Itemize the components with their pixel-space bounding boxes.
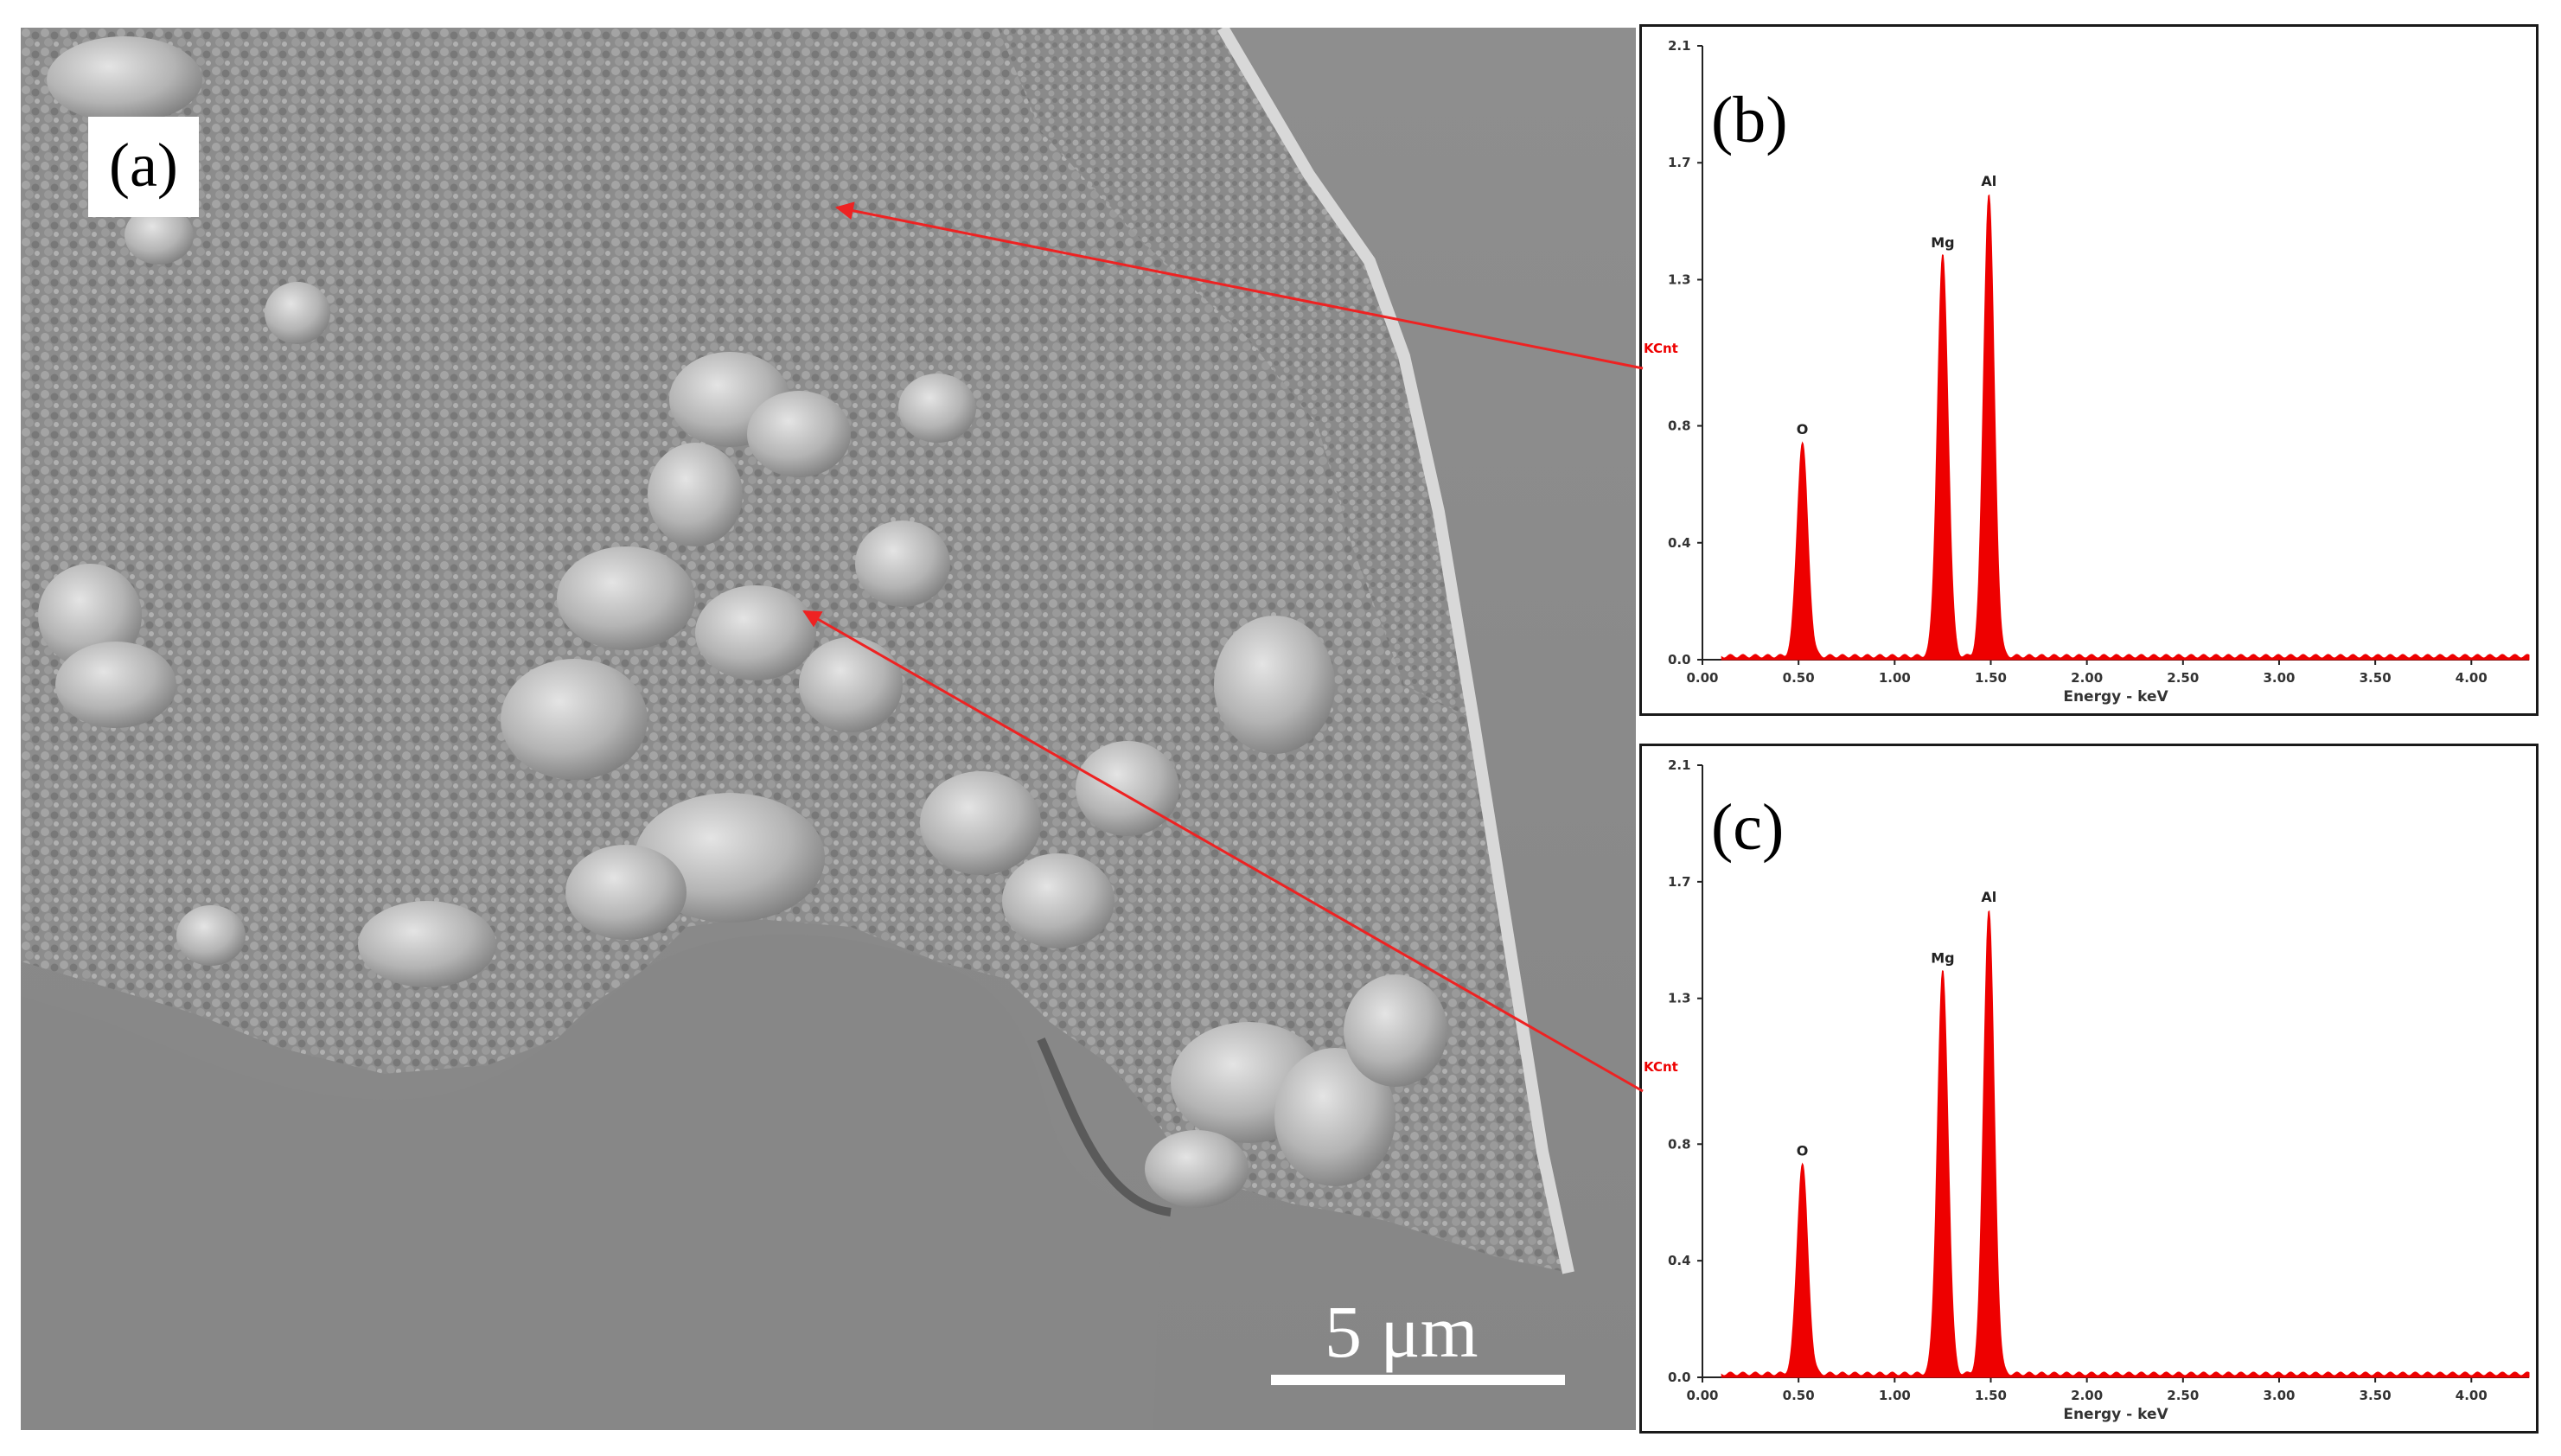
sem-image: [21, 28, 1636, 1430]
peak-label-mg: Mg: [1931, 234, 1954, 251]
y-tick-label: 2.1: [1668, 757, 1691, 773]
y-tick-label: 1.3: [1668, 991, 1691, 1006]
y-tick-label: 1.3: [1668, 271, 1691, 287]
panel-label-c: (c): [1711, 791, 1785, 864]
x-axis-label: Energy - keV: [2063, 688, 2168, 706]
y-axis-label: KCnt: [1644, 341, 1678, 356]
eds-spectrum-c: 0.0 0.4 0.8 1.3 1.7 2.1 0.00 0.50 1.00 1.50 2.00 2.…: [1639, 744, 2539, 1434]
x-tick-label: 1.00: [1879, 1388, 1911, 1403]
y-tick-label: 2.1: [1668, 38, 1691, 54]
eds-spectrum-b: 0.0 0.4 0.8 1.3 1.7 2.1 0.00 0.50 1.00 1.50 2.00 2.…: [1639, 24, 2539, 716]
x-tick-label: 4.00: [2456, 670, 2488, 686]
peak-label-al: Al: [1981, 889, 1996, 905]
x-tick-label: 2.00: [2071, 670, 2103, 686]
x-tick-label: 2.00: [2071, 1388, 2103, 1403]
plot-area: 0.0 0.4 0.8 1.3 1.7 2.1 0.00 0.50 1.00 1.50 2.00 2.…: [1644, 757, 2530, 1423]
sem-micrograph: (a) 5 μm: [21, 28, 1636, 1430]
y-tick-label: 0.8: [1668, 418, 1691, 434]
spectrum-chart-b: 0.0 0.4 0.8 1.3 1.7 2.1 0.00 0.50 1.00 1.50 2.00 2.…: [1644, 38, 2530, 706]
x-tick-label: 2.50: [2167, 670, 2199, 686]
x-tick-label: 4.00: [2456, 1388, 2488, 1403]
spectrum-chart-c: 0.0 0.4 0.8 1.3 1.7 2.1 0.00 0.50 1.00 1.50 2.00 2.…: [1644, 757, 2530, 1423]
y-axis-label: KCnt: [1644, 1059, 1678, 1075]
peak-label-al: Al: [1981, 173, 1996, 189]
x-axis-label: Energy - keV: [2063, 1406, 2168, 1423]
y-tick-label: 0.4: [1668, 535, 1691, 551]
peak-label-mg: Mg: [1931, 950, 1954, 967]
y-tick-label: 1.7: [1668, 874, 1691, 890]
x-tick-label: 1.50: [1975, 670, 2007, 686]
x-tick-label: 3.00: [2263, 670, 2295, 686]
x-tick-label: 3.00: [2263, 1388, 2295, 1403]
peak-label-o: O: [1797, 421, 1809, 437]
y-tick-label: 0.0: [1668, 1370, 1691, 1385]
plot-area: 0.0 0.4 0.8 1.3 1.7 2.1 0.00 0.50 1.00 1.50 2.00 2.…: [1644, 38, 2530, 706]
x-tick-label: 3.50: [2360, 1388, 2392, 1403]
scale-bar-label: 5 μm: [1325, 1290, 1478, 1373]
x-tick-label: 2.50: [2167, 1388, 2199, 1403]
y-tick-label: 1.7: [1668, 155, 1691, 170]
panel-label-a: (a): [88, 117, 199, 217]
y-tick-label: 0.0: [1668, 652, 1691, 667]
scale-bar: [1271, 1375, 1565, 1385]
y-tick-label: 0.8: [1668, 1136, 1691, 1152]
x-tick-label: 3.50: [2360, 670, 2392, 686]
x-tick-label: 0.00: [1686, 1388, 1718, 1403]
panel-label-b: (b): [1711, 84, 1788, 156]
y-tick-label: 0.4: [1668, 1253, 1691, 1268]
spectrum-area: [1721, 910, 2530, 1378]
x-tick-label: 1.00: [1879, 670, 1911, 686]
spectrum-area: [1721, 194, 2530, 661]
x-tick-label: 0.50: [1783, 1388, 1815, 1403]
x-tick-label: 0.00: [1686, 670, 1718, 686]
x-tick-label: 0.50: [1783, 670, 1815, 686]
peak-label-o: O: [1797, 1142, 1809, 1159]
x-tick-label: 1.50: [1975, 1388, 2007, 1403]
